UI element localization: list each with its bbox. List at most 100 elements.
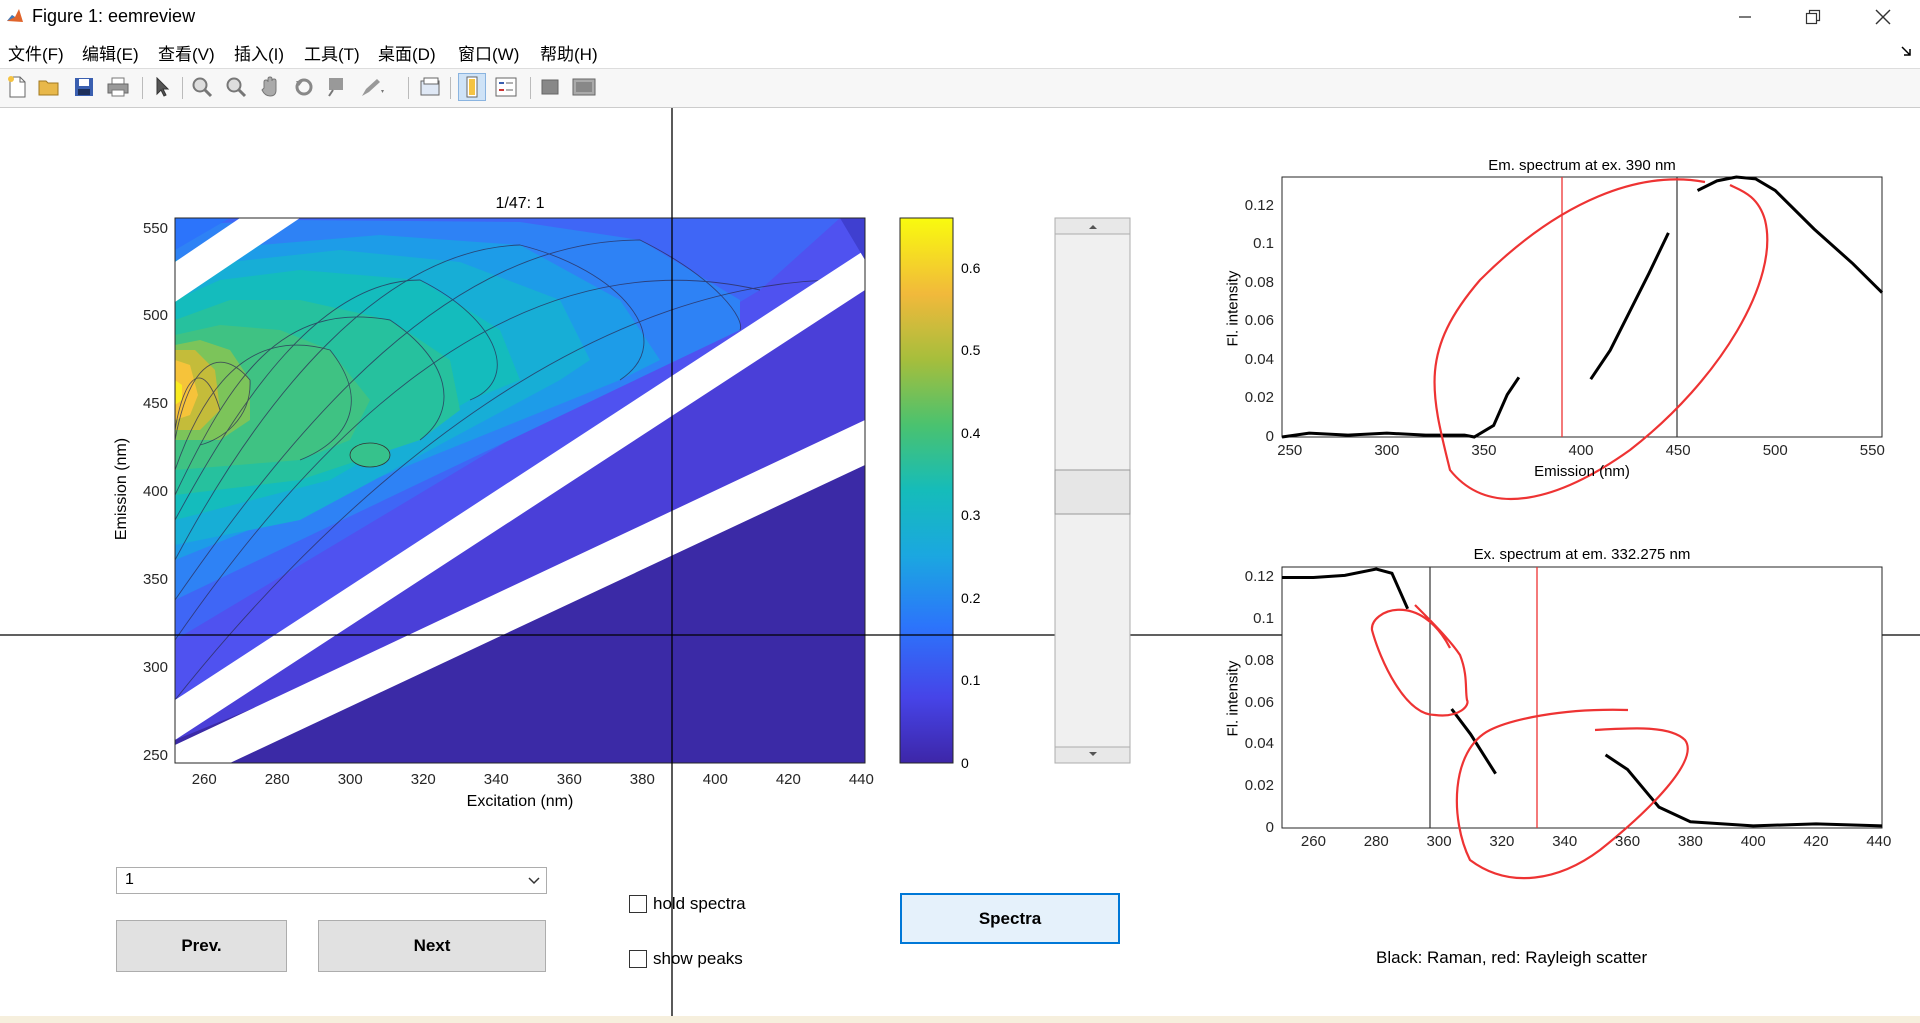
- menu-tools[interactable]: 工具(T): [304, 45, 360, 64]
- prev-button[interactable]: Prev.: [116, 920, 287, 972]
- save-icon[interactable]: [70, 73, 98, 101]
- ex-x-tick-label: 300: [1426, 833, 1452, 850]
- next-button[interactable]: Next: [318, 920, 546, 972]
- ex-y-tick-label: 0.08: [1244, 651, 1274, 669]
- main-x-tick-label: 380: [629, 771, 655, 788]
- colorbar-tick-label: 0.4: [961, 424, 981, 441]
- em-y-tick-label: 0.02: [1244, 389, 1274, 407]
- print-icon[interactable]: [104, 73, 132, 101]
- main-y-tick-label: 250: [142, 746, 168, 764]
- main-x-tick-label: 400: [702, 771, 728, 788]
- hide-plot-tools-icon[interactable]: [536, 73, 564, 101]
- em-y-label: Fl. intensity: [1224, 270, 1242, 347]
- main-x-tick-label: 360: [556, 771, 582, 788]
- contour-plot[interactable]: [175, 218, 865, 763]
- ex-y-tick-label: 0.12: [1244, 568, 1274, 586]
- brush-icon[interactable]: [358, 73, 386, 101]
- em-x-tick-label: 550: [1859, 442, 1885, 459]
- ex-x-tick-label: 340: [1552, 833, 1578, 850]
- em-plot-title: Em. spectrum at ex. 390 nm: [1488, 157, 1676, 174]
- restore-button[interactable]: [1784, 0, 1842, 34]
- em-x-tick-label: 250: [1277, 442, 1303, 459]
- em-spectrum-plot[interactable]: [1281, 175, 1884, 501]
- em-y-tick-label: 0.1: [1253, 235, 1274, 253]
- menu-edit[interactable]: 编辑(E): [82, 45, 139, 64]
- pointer-icon[interactable]: [148, 73, 176, 101]
- minimize-button[interactable]: [1716, 0, 1774, 34]
- chevron-down-icon: [522, 868, 546, 893]
- frame-slider[interactable]: [1054, 217, 1131, 764]
- toolbar: [0, 68, 1920, 108]
- menu-file[interactable]: 文件(F): [8, 45, 64, 64]
- colorbar-tick-label: 0.6: [961, 259, 981, 276]
- main-y-tick-label: 350: [142, 571, 168, 589]
- main-y-tick-label: 500: [142, 307, 168, 325]
- main-y-tick-label: 300: [142, 659, 168, 677]
- dock-arrow-icon[interactable]: [1900, 45, 1912, 57]
- main-y-label: Emission (nm): [113, 437, 130, 541]
- ex-x-tick-label: 260: [1300, 833, 1326, 850]
- main-x-tick-label: 300: [337, 771, 363, 788]
- main-x-tick-label: 260: [191, 771, 217, 788]
- slider-thumb[interactable]: [1054, 469, 1131, 515]
- close-icon: [1875, 9, 1891, 25]
- ex-plot-title: Ex. spectrum at em. 332.275 nm: [1473, 546, 1691, 563]
- frame-dropdown[interactable]: 1: [116, 867, 547, 894]
- show-peaks-label: show peaks: [653, 949, 743, 968]
- show-peaks-checkbox[interactable]: [629, 950, 647, 968]
- hold-spectra-label: hold spectra: [653, 894, 746, 913]
- em-x-tick-label: 500: [1762, 442, 1788, 459]
- ex-y-tick-label: 0: [1265, 819, 1274, 836]
- close-button[interactable]: [1854, 0, 1912, 34]
- rotate-icon[interactable]: [290, 73, 318, 101]
- em-x-tick-label: 300: [1374, 442, 1400, 459]
- ex-x-tick-label: 360: [1615, 833, 1641, 850]
- menu-insert[interactable]: 插入(I): [234, 45, 285, 64]
- link-plot-icon[interactable]: [416, 73, 444, 101]
- ex-x-tick-label: 320: [1489, 833, 1515, 850]
- em-y-tick-label: 0: [1265, 428, 1274, 445]
- em-x-tick-label: 400: [1568, 442, 1594, 459]
- main-x-tick-label: 420: [775, 771, 801, 788]
- menu-view[interactable]: 查看(V): [158, 45, 215, 64]
- zoom-in-icon[interactable]: [188, 73, 216, 101]
- em-y-tick-label: 0.12: [1244, 196, 1274, 214]
- new-figure-icon[interactable]: [3, 73, 31, 101]
- pan-icon[interactable]: [256, 73, 284, 101]
- colorbar-tick-label: 0.5: [961, 342, 981, 359]
- main-plot-title: 1/47: 1: [495, 195, 545, 212]
- restore-icon: [1805, 9, 1821, 25]
- menu-desktop[interactable]: 桌面(D): [378, 45, 436, 64]
- em-x-tick-label: 450: [1665, 442, 1691, 459]
- em-x-label: Emission (nm): [1534, 463, 1630, 480]
- down-arrow-icon: [1089, 752, 1097, 756]
- ex-x-tick-label: 280: [1363, 833, 1389, 850]
- menu-help[interactable]: 帮助(H): [540, 45, 598, 64]
- zoom-out-icon[interactable]: [222, 73, 250, 101]
- ex-y-label: Fl. intensity: [1224, 660, 1242, 737]
- ex-y-tick-label: 0.06: [1244, 693, 1274, 711]
- colorbar-tick-label: 0: [961, 755, 969, 771]
- em-spectrum-line: [1281, 376, 1521, 439]
- ex-spectrum-line: [1450, 708, 1497, 775]
- ex-spectrum-plot[interactable]: [1281, 566, 1883, 880]
- legend-icon[interactable]: [492, 73, 520, 101]
- main-y-tick-label: 550: [142, 219, 168, 237]
- dropdown-value: 1: [125, 871, 134, 888]
- show-plot-tools-icon[interactable]: [570, 73, 598, 101]
- main-x-label: Excitation (nm): [466, 793, 574, 810]
- menu-window[interactable]: 窗口(W): [458, 45, 520, 64]
- main-plot-frame: [174, 217, 866, 764]
- ex-spectrum-line: [1604, 753, 1883, 828]
- em-spectrum-line: [1696, 175, 1884, 294]
- em-y-tick-label: 0.04: [1244, 350, 1274, 368]
- spectra-button[interactable]: Spectra: [900, 893, 1120, 944]
- main-x-tick-label: 280: [264, 771, 290, 788]
- em-annotation-scribble: [1433, 178, 1769, 501]
- data-cursor-icon[interactable]: [324, 73, 352, 101]
- open-file-icon[interactable]: [35, 73, 63, 101]
- hold-spectra-checkbox[interactable]: [629, 895, 647, 913]
- main-y-tick-label: 450: [142, 395, 168, 413]
- scatter-legend-note: Black: Raman, red: Rayleigh scatter: [1376, 948, 1648, 967]
- colorbar-icon[interactable]: [458, 73, 486, 101]
